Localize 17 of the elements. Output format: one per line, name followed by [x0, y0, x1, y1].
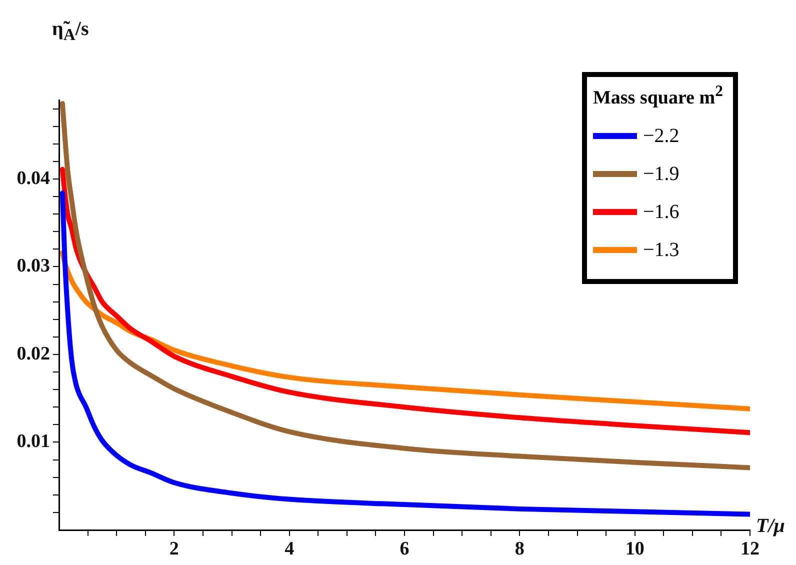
x-tick-label: 2: [169, 538, 179, 560]
legend-title: Mass square m$^{2}$: [592, 83, 723, 110]
y-tick-label: 0.03: [16, 256, 50, 277]
y-tick-label: 0.04: [16, 168, 50, 189]
legend-label: −1.9: [642, 162, 680, 186]
y-tick-label: 0.01: [16, 431, 50, 452]
y-tick-label: 0.02: [16, 343, 50, 364]
legend-label: −2.2: [642, 124, 680, 148]
legend-label: −1.3: [642, 238, 680, 262]
legend-label: −1.6: [642, 200, 680, 224]
y-axis-title: η̃$_{A}$/s: [52, 18, 89, 45]
x-tick-label: 6: [400, 538, 410, 560]
x-tick-label: 12: [740, 538, 760, 560]
x-tick-label: 8: [514, 538, 524, 560]
x-tick-label: 4: [284, 538, 295, 560]
x-axis-title: T/μ: [756, 515, 785, 538]
x-tick-label: 10: [625, 538, 644, 560]
